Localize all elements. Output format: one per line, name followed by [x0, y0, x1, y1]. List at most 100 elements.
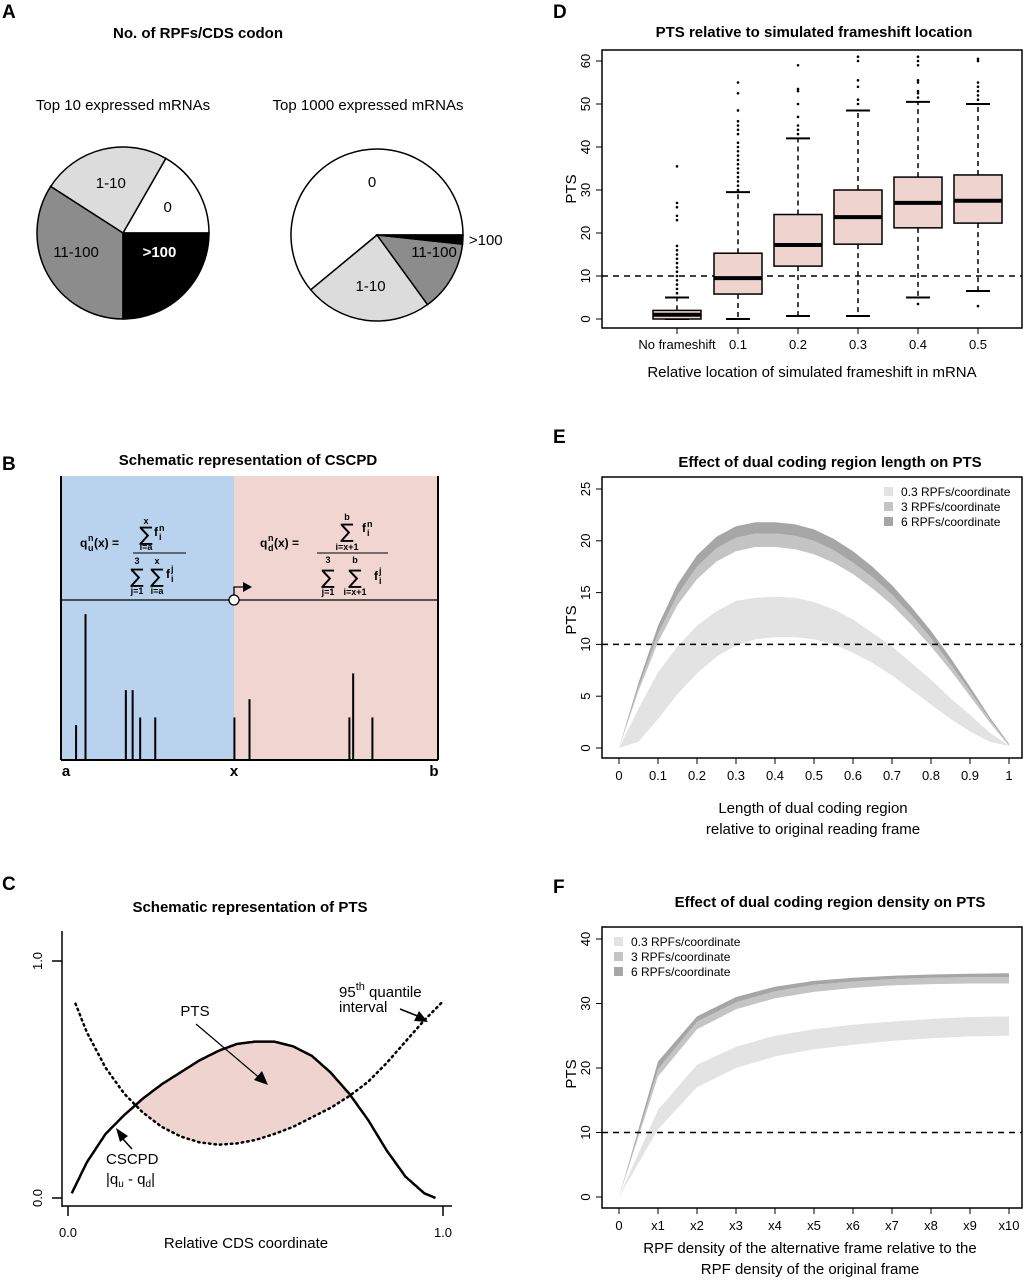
- panel-e-title: Effect of dual coding region length on P…: [678, 454, 981, 471]
- x-tick-label: x10: [999, 1218, 1020, 1233]
- panel-a: No. of RPFs/CDS codon Top 10 expressed m…: [36, 25, 503, 321]
- legend-swatch: [884, 502, 893, 511]
- pie-label: 0: [163, 199, 171, 216]
- outlier-point: [676, 279, 679, 282]
- outlier-point: [857, 55, 860, 58]
- outlier-point: [676, 262, 679, 265]
- outlier-point: [737, 109, 740, 112]
- cscpd-formula: |qu - qd|: [106, 1171, 155, 1190]
- x-tick-label: 0.5: [805, 768, 823, 783]
- box-0.5: [954, 58, 1002, 308]
- outlier-point: [797, 133, 800, 136]
- legend-swatch: [614, 937, 623, 946]
- x-axis-label-line2: relative to original reading frame: [706, 821, 920, 838]
- pie-label: >100: [143, 244, 177, 261]
- outlier-point: [737, 154, 740, 157]
- svg-text:d: d: [268, 543, 274, 553]
- svg-text:∑: ∑: [348, 565, 362, 589]
- length-effect-plot: 00.10.20.30.40.50.60.70.80.9105101520250…: [578, 482, 1022, 783]
- panel-d: PTS relative to simulated frameshift loc…: [563, 24, 1022, 381]
- svg-text:q: q: [260, 536, 267, 550]
- svg-text:∑: ∑: [150, 564, 164, 588]
- quantile-annotation-line2: interval: [339, 999, 387, 1016]
- x-tick-label: x9: [963, 1218, 977, 1233]
- y-tick-label: 50: [578, 97, 593, 111]
- x-tick-label: 0.4: [766, 768, 784, 783]
- box-no-frameshift: [653, 165, 701, 319]
- x-tick-label: x7: [885, 1218, 899, 1233]
- outlier-point: [857, 86, 860, 89]
- x-tick-label: No frameshift: [638, 337, 716, 352]
- x-tick-1: 1.0: [434, 1225, 452, 1240]
- outlier-point: [676, 275, 679, 278]
- panel-a-title: No. of RPFs/CDS codon: [113, 25, 283, 42]
- x-tick-label: 0: [615, 1218, 622, 1233]
- svg-text:∑: ∑: [130, 564, 144, 588]
- outlier-point: [737, 176, 740, 179]
- x-tick-label: x3: [729, 1218, 743, 1233]
- y-tick-label: 25: [578, 482, 593, 496]
- legend-label: 3 RPFs/coordinate: [631, 950, 731, 964]
- pie-label: 0: [368, 174, 376, 191]
- x-tick-label: x2: [690, 1218, 704, 1233]
- quantile-arrow-icon: [414, 1011, 428, 1022]
- svg-text:n: n: [88, 533, 94, 543]
- cscpd-annotation: CSCPD: [106, 1151, 159, 1168]
- pie2-subtitle: Top 1000 expressed mRNAs: [273, 97, 464, 114]
- panel-b: Schematic representation of CSCPD a x b …: [61, 452, 439, 780]
- panel-f: Effect of dual coding region density on …: [563, 894, 1022, 1278]
- y-tick-label: 15: [578, 585, 593, 599]
- outlier-point: [737, 146, 740, 149]
- outlier-point: [737, 92, 740, 95]
- outlier-point: [977, 305, 980, 308]
- panel-label-a: A: [2, 2, 16, 23]
- x-tick-label: 1: [1005, 768, 1012, 783]
- x-tick-label: x1: [651, 1218, 665, 1233]
- x-tick-label: 0.2: [789, 337, 807, 352]
- x-tick-label: 0.3: [849, 337, 867, 352]
- legend-swatch: [614, 967, 623, 976]
- svg-text:(x) =: (x) =: [94, 536, 119, 550]
- outlier-point: [676, 292, 679, 295]
- svg-text:i: i: [159, 532, 162, 542]
- y-axis-label: PTS: [563, 605, 580, 634]
- panel-f-title: Effect of dual coding region density on …: [675, 894, 986, 911]
- outlier-point: [676, 202, 679, 205]
- panel-c-title: Schematic representation of PTS: [132, 899, 367, 916]
- svg-text:j: j: [170, 564, 174, 574]
- y-tick-label: 5: [578, 693, 593, 700]
- outlier-point: [676, 245, 679, 248]
- x-tick-label: 0.3: [727, 768, 745, 783]
- x-tick-label: 0.9: [961, 768, 979, 783]
- outlier-point: [857, 79, 860, 82]
- y-tick-label: 10: [578, 269, 593, 283]
- outlier-point: [797, 64, 800, 67]
- y-tick-label: 40: [578, 932, 593, 946]
- outlier-point: [797, 129, 800, 132]
- pie-label: 11-100: [53, 244, 99, 261]
- panel-label-f: F: [553, 877, 565, 898]
- x-tick-label: 0.7: [883, 768, 901, 783]
- pie-label: >100: [469, 232, 503, 249]
- x-tick-label: x4: [768, 1218, 782, 1233]
- x-axis-label-line2: RPF density of the original frame: [701, 1261, 919, 1278]
- svg-text:j=1: j=1: [321, 587, 335, 597]
- outlier-point: [917, 60, 920, 63]
- panel-b-title: Schematic representation of CSCPD: [119, 452, 378, 469]
- density-effect-plot: 0x1x2x3x4x5x6x7x8x9x100102030400.3 RPFs/…: [578, 932, 1022, 1233]
- y-tick-label: 0: [578, 1193, 593, 1200]
- panel-c: Schematic representation of PTS 1.0 0.0 …: [30, 899, 452, 1252]
- outlier-point: [977, 58, 980, 61]
- outlier-point: [737, 163, 740, 166]
- box-iqr: [774, 215, 822, 267]
- outlier-point: [917, 64, 920, 67]
- y-tick-label: 30: [578, 996, 593, 1010]
- outlier-point: [977, 86, 980, 89]
- x-tick-label: x8: [924, 1218, 938, 1233]
- legend-label: 6 RPFs/coordinate: [901, 515, 1001, 529]
- svg-text:i=x+1: i=x+1: [343, 587, 366, 597]
- outlier-point: [917, 55, 920, 58]
- svg-text:i=x+1: i=x+1: [335, 542, 358, 552]
- panel-d-title: PTS relative to simulated frameshift loc…: [656, 24, 973, 41]
- outlier-point: [737, 180, 740, 183]
